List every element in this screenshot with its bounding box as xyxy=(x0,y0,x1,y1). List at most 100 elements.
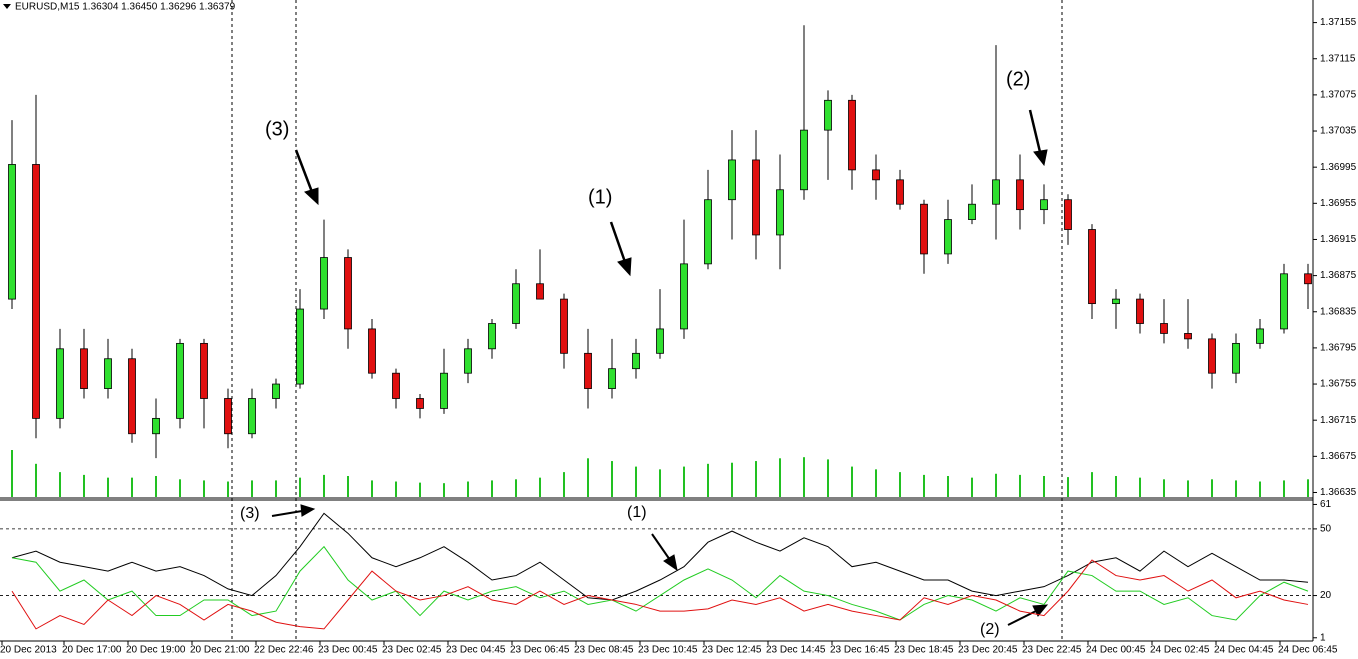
x-tick-label: 20 Dec 19:00 xyxy=(126,645,186,656)
candle-body xyxy=(344,257,352,330)
y-tick-label: 1.37035 xyxy=(1320,126,1357,137)
x-tick-label: 24 Dec 04:45 xyxy=(1214,645,1274,656)
arrowhead xyxy=(304,187,319,206)
candle-body xyxy=(536,283,544,300)
candle-body xyxy=(848,99,856,171)
y-tick-label: 61 xyxy=(1320,499,1332,510)
candle-body xyxy=(1160,323,1168,334)
candle-body xyxy=(1016,179,1024,211)
y-tick-label: 1.37155 xyxy=(1320,17,1357,28)
y-tick-label: 1.36675 xyxy=(1320,451,1357,462)
arrowhead xyxy=(300,504,316,517)
y-tick-label: 1.36795 xyxy=(1320,343,1357,354)
candle-body xyxy=(464,348,472,374)
x-tick-label: 24 Dec 02:45 xyxy=(1150,645,1210,656)
arrows xyxy=(271,109,1049,626)
candle-body xyxy=(800,129,808,191)
candle-body xyxy=(824,99,832,131)
x-tick-label: 23 Dec 14:45 xyxy=(766,645,826,656)
x-tick-label: 24 Dec 06:45 xyxy=(1278,645,1338,656)
y-tick-label: 1 xyxy=(1320,632,1326,643)
y-tick-label: 1.36875 xyxy=(1320,270,1357,281)
candle-body xyxy=(272,383,280,399)
candle-body xyxy=(656,328,664,354)
separators xyxy=(231,0,1063,641)
candle-body xyxy=(104,358,112,389)
y-tick-label: 1.36915 xyxy=(1320,234,1357,245)
candle-body xyxy=(320,257,328,310)
candle-body xyxy=(368,328,376,374)
candle-body xyxy=(968,203,976,220)
annotation: (1) xyxy=(588,186,612,208)
arrowhead xyxy=(663,554,678,572)
x-tick-label: 24 Dec 00:45 xyxy=(1086,645,1146,656)
candle-body xyxy=(608,368,616,389)
arrowhead xyxy=(1033,149,1048,167)
annotation: (3) xyxy=(265,118,289,140)
x-tick-label: 23 Dec 00:45 xyxy=(318,645,378,656)
candle-body xyxy=(392,372,400,399)
x-tick-label: 23 Dec 04:45 xyxy=(446,645,506,656)
candle-body xyxy=(416,398,424,409)
candle-body xyxy=(1184,333,1192,340)
x-tick-label: 20 Dec 21:00 xyxy=(190,645,250,656)
candle-body xyxy=(1088,229,1096,305)
x-tick-label: 20 Dec 17:00 xyxy=(62,645,122,656)
candle-body xyxy=(488,323,496,350)
candle-body xyxy=(1256,328,1264,344)
candle-body xyxy=(1232,342,1240,374)
chart-title: EURUSD,M15 1.36304 1.36450 1.36296 1.363… xyxy=(15,2,236,13)
y-tick-label: 1.36995 xyxy=(1320,162,1357,173)
indicator-line xyxy=(11,512,1309,601)
arrow xyxy=(271,510,303,517)
candle-body xyxy=(32,164,40,419)
candle-body xyxy=(1112,298,1120,305)
annotation: (2) xyxy=(1006,68,1030,90)
arrow xyxy=(609,221,627,263)
candle-body xyxy=(704,199,712,265)
candle-body xyxy=(728,159,736,201)
y-tick-label: 1.36635 xyxy=(1320,487,1357,498)
candle-body xyxy=(296,308,304,385)
arrow xyxy=(651,533,671,561)
candle-body xyxy=(512,283,520,324)
arrow xyxy=(1028,109,1042,153)
candle-body xyxy=(80,348,88,389)
candle-body xyxy=(560,298,568,354)
x-tick-label: 22 Dec 22:46 xyxy=(254,645,314,656)
arrowhead xyxy=(1032,604,1049,617)
candle-body xyxy=(992,179,1000,205)
candle-body xyxy=(1208,338,1216,374)
y-tick-label: 1.37115 xyxy=(1320,53,1356,64)
indicator-line xyxy=(11,545,1309,621)
x-tick-label: 23 Dec 10:45 xyxy=(638,645,698,656)
menu-triangle xyxy=(3,4,11,9)
x-tick-label: 23 Dec 06:45 xyxy=(510,645,570,656)
candle-body xyxy=(152,417,160,435)
y-tick-label: 1.36755 xyxy=(1320,379,1357,390)
annotation: (2) xyxy=(980,621,1000,638)
x-tick-label: 23 Dec 18:45 xyxy=(894,645,954,656)
candle-body xyxy=(584,352,592,389)
x-tick-label: 23 Dec 08:45 xyxy=(574,645,634,656)
candle-body xyxy=(176,342,184,419)
candle-body xyxy=(1304,273,1312,285)
y-tick-label: 20 xyxy=(1320,590,1332,601)
x-tick-label: 23 Dec 02:45 xyxy=(382,645,442,656)
annotation: (3) xyxy=(240,505,260,522)
candle-body xyxy=(224,398,232,435)
candle-body xyxy=(872,169,880,181)
arrowhead xyxy=(617,257,632,277)
candle-body xyxy=(56,348,64,419)
candle-body xyxy=(1040,199,1048,211)
candle-body xyxy=(896,179,904,205)
x-tick-label: 23 Dec 16:45 xyxy=(830,645,890,656)
candle-body xyxy=(200,342,208,399)
y-tick-label: 1.36715 xyxy=(1320,415,1357,426)
y-tick-label: 1.36835 xyxy=(1320,306,1357,317)
x-tick-label: 23 Dec 20:45 xyxy=(958,645,1018,656)
y-tick-label: 1.36955 xyxy=(1320,198,1357,209)
candle-body xyxy=(680,263,688,330)
